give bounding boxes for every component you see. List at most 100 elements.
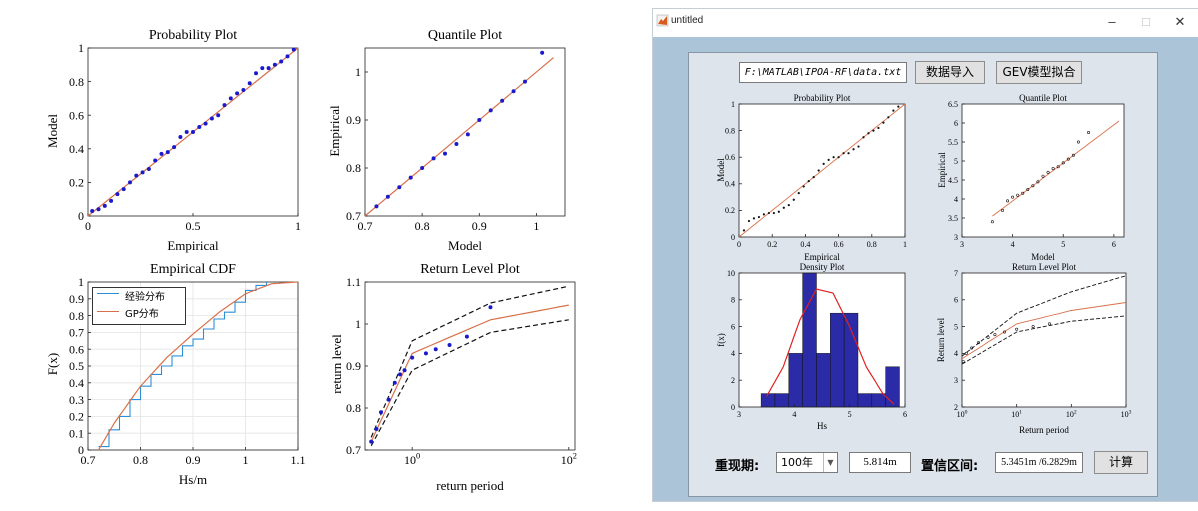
data-point: [797, 192, 800, 195]
y-tick-label: 1.1: [346, 275, 361, 289]
data-point: [178, 135, 183, 140]
data-point: [1071, 153, 1075, 157]
gp-cdf-line: [97, 281, 299, 451]
y-tick-label: 1: [78, 41, 84, 55]
data-point: [807, 180, 810, 183]
maximize-button[interactable]: □: [1142, 14, 1150, 29]
data-point: [369, 439, 374, 444]
data-point: [822, 162, 825, 165]
x-tick-label: 0: [85, 219, 91, 233]
upper-ci-line: [961, 275, 1127, 357]
data-point: [787, 203, 790, 207]
data-point: [165, 150, 170, 155]
quantile-plot-title: Quantile Plot: [427, 28, 503, 43]
return-level-plot-title: Return Level Plot: [420, 262, 520, 277]
y-tick-label: 0.2: [69, 176, 84, 190]
data-point: [128, 180, 132, 185]
data-point: [817, 169, 820, 172]
y-tick-label: 0: [78, 443, 84, 457]
return-period-select[interactable]: 100年 ▼: [776, 452, 838, 473]
win-return-level-title: Return Level Plot: [1012, 262, 1076, 272]
y-tick-label: 0.7: [69, 326, 84, 340]
data-point: [1056, 165, 1060, 169]
upper-ci-line: [370, 285, 569, 438]
x-tick-label: 0.8: [133, 453, 148, 467]
x-tick-label: 0.7: [358, 219, 373, 233]
return-level-plot-xlabel: return period: [436, 478, 504, 493]
data-import-button[interactable]: 数据导入: [915, 61, 985, 84]
data-point: [1016, 193, 1020, 197]
return-level-fit-line: [370, 304, 569, 442]
data-point: [241, 88, 246, 92]
data-point: [990, 220, 994, 224]
data-point: [964, 351, 968, 355]
x-tick-exponent: 3: [1129, 409, 1132, 415]
empirical-cdf-title: Empirical CDF: [150, 262, 236, 277]
y-tick-label: 0.4: [69, 142, 84, 156]
data-point: [1076, 140, 1080, 144]
return-period-label: 重现期:: [715, 459, 760, 474]
minimize-button[interactable]: –: [1108, 14, 1116, 29]
data-point: [986, 335, 990, 339]
data-point: [837, 156, 840, 159]
title-bar[interactable]: untitled – □ ✕: [653, 9, 1198, 37]
data-point: [374, 204, 379, 209]
x-tick-label: 5: [848, 410, 852, 419]
y-tick-label: 5: [954, 322, 958, 331]
legend-empirical-swatch: [97, 293, 119, 294]
data-point: [209, 116, 214, 121]
axes-box: [364, 281, 576, 451]
win-quantile-chart: 3 4 5 6 3 3.5 4 4.5 5 5.5 6 6.5: [948, 100, 1125, 249]
y-tick-label: 0.2: [69, 410, 84, 424]
y-tick-label: 0.6: [725, 153, 735, 162]
data-point: [872, 129, 875, 132]
data-point: [752, 217, 756, 220]
probability-plot-title: Probability Plot: [148, 28, 238, 43]
x-tick-exponent: 1: [1019, 409, 1022, 415]
x-tick-label: 1: [903, 240, 907, 249]
matlab-app-icon: [656, 14, 669, 27]
data-point: [392, 380, 397, 385]
histogram-bar: [816, 353, 831, 408]
x-tick-label: 101: [1011, 409, 1022, 419]
x-tick-label: 0.8: [415, 219, 430, 233]
y-tick-label: 0.8: [69, 75, 84, 89]
legend-gp-label: GP分布: [125, 309, 159, 320]
x-tick-label: 0: [737, 240, 741, 249]
win-return-level-xlabel: Return period: [1019, 425, 1069, 435]
data-point: [1031, 325, 1035, 329]
axes-box: [364, 47, 566, 217]
y-tick-label: 6: [954, 119, 958, 128]
y-tick-label: 3.5: [948, 214, 958, 223]
probability-plot-chart: 0 0.5 1 0 0.2 0.4 0.6 0.8 1: [69, 41, 301, 233]
x-tick-label: 100: [404, 452, 420, 467]
x-tick-label: 1.1: [291, 453, 306, 467]
data-point: [96, 207, 101, 212]
data-point: [1011, 195, 1015, 199]
win-density-title: Density Plot: [799, 262, 845, 272]
x-tick-label: 0.2: [767, 240, 777, 249]
data-point: [1021, 191, 1025, 195]
data-point: [420, 166, 425, 170]
data-point: [897, 105, 900, 108]
y-tick-label: 0.1: [69, 426, 84, 440]
histogram-bar: [871, 393, 886, 408]
data-point: [1006, 199, 1010, 203]
data-point: [1046, 170, 1050, 174]
chevron-down-icon[interactable]: ▼: [823, 453, 837, 472]
compute-button[interactable]: 计算: [1094, 451, 1148, 474]
x-tick-label: 0.7: [81, 453, 96, 467]
y-tick-label: 5: [954, 157, 958, 166]
close-button[interactable]: ✕: [1174, 14, 1186, 29]
gev-fit-button[interactable]: GEV模型拟合: [996, 61, 1082, 84]
return-level-fit-line: [961, 302, 1127, 360]
empirical-cdf-xlabel: Hs/m: [178, 472, 208, 487]
y-tick-label: 1: [78, 275, 84, 289]
x-tick-label: 1: [533, 219, 539, 233]
data-point: [397, 185, 402, 190]
data-point: [291, 47, 296, 52]
file-path-field[interactable]: F:\MATLAB\IPOA-RF\data.txt: [739, 62, 907, 83]
quantile-plot-xlabel: Model: [448, 238, 482, 253]
data-point: [254, 71, 258, 76]
data-point: [408, 175, 413, 180]
